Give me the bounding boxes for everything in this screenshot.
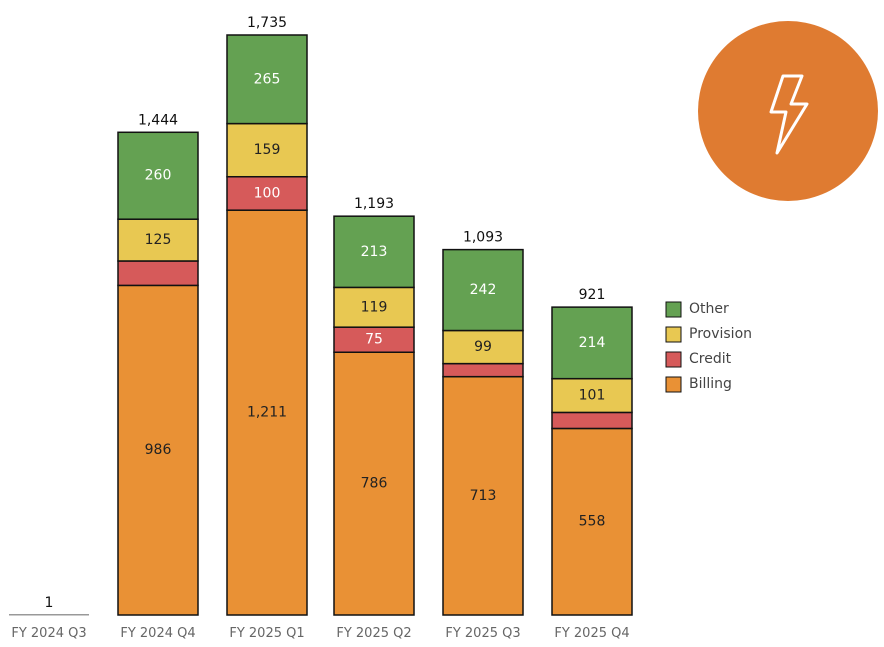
bar-segment-provision: [551, 377, 633, 414]
x-tick-label: FY 2025 Q3: [445, 626, 520, 641]
bar-total-label: 921: [579, 287, 606, 303]
segment-value-label: 213: [361, 244, 388, 260]
bar-segment-billing: [117, 284, 199, 616]
segment-value-label: 119: [361, 299, 388, 315]
segment-value-label: 100: [254, 185, 281, 201]
bar-segment-provision: [333, 286, 415, 328]
legend-label-billing: Billing: [689, 376, 732, 392]
bar-segment-other: [117, 131, 199, 220]
segment-value-label: 986: [145, 442, 172, 458]
segment-value-label: 125: [145, 232, 172, 248]
legend-label-provision: Provision: [689, 326, 752, 342]
bar-segment-billing: [226, 209, 308, 616]
x-tick-label: FY 2025 Q4: [554, 626, 629, 641]
bar-total-label: 1,444: [138, 112, 178, 128]
bar-total-label: 1,193: [354, 196, 394, 212]
x-tick-label: FY 2025 Q2: [336, 626, 411, 641]
legend-swatch-provision: [665, 326, 682, 343]
bar-segment-other: [551, 306, 633, 380]
bar-segment-billing: [442, 375, 524, 616]
x-tick-label: FY 2025 Q1: [229, 626, 304, 641]
legend-swatch-other: [665, 301, 682, 318]
segment-value-label: 99: [474, 339, 492, 355]
bar-total-label: 1: [45, 595, 54, 611]
bar-segment-other: [226, 34, 308, 125]
bars-layer: 1 986 125 260 1,444 1,211 100 159 265 1,735 786 75 1…: [9, 15, 633, 616]
bar-segment-provision: [117, 218, 199, 262]
badge-circle: [698, 21, 878, 201]
bar-total-label: 1,735: [247, 15, 287, 31]
bar-segment-other: [442, 248, 524, 332]
legend-label-credit: Credit: [689, 351, 732, 367]
bar-segment-billing: [551, 427, 633, 616]
x-tick-label: FY 2024 Q3: [11, 626, 86, 641]
bar-segment-credit: [333, 326, 415, 353]
segment-value-label: 75: [365, 332, 383, 348]
legend: Other Provision Credit Billing: [665, 301, 752, 393]
x-tick-label: FY 2024 Q4: [120, 626, 195, 641]
legend-label-other: Other: [689, 301, 729, 317]
bar-segment-other: [333, 215, 415, 289]
segment-value-label: 242: [470, 282, 497, 298]
bar-segment-provision: [226, 122, 308, 178]
segment-value-label: 214: [579, 335, 606, 351]
segment-value-label: 265: [254, 71, 281, 87]
bar-segment-billing: [9, 614, 89, 616]
bar-total-label: 1,093: [463, 230, 503, 246]
legend-swatch-billing: [665, 376, 682, 393]
segment-value-label: 101: [579, 388, 606, 404]
bar-segment-billing: [333, 351, 415, 616]
lightning-bolt-icon: [769, 74, 809, 155]
bar-segment-credit: [442, 362, 524, 378]
legend-swatch-credit: [665, 351, 682, 368]
segment-value-label: 558: [579, 514, 606, 530]
bar-segment-credit: [226, 175, 308, 211]
lightning-badge: [698, 21, 878, 201]
segment-value-label: 159: [254, 142, 281, 158]
segment-value-label: 786: [361, 476, 388, 492]
x-axis-ticks: FY 2024 Q3 FY 2024 Q4 FY 2025 Q1 FY 2025 Q2…: [11, 626, 629, 641]
segment-value-label: 713: [470, 488, 497, 504]
bar-segment-credit: [117, 260, 199, 287]
segment-value-label: 1,211: [247, 405, 287, 421]
segment-value-label: 260: [145, 168, 172, 184]
bar-segment-provision: [442, 329, 524, 365]
bar-segment-credit: [551, 411, 633, 430]
